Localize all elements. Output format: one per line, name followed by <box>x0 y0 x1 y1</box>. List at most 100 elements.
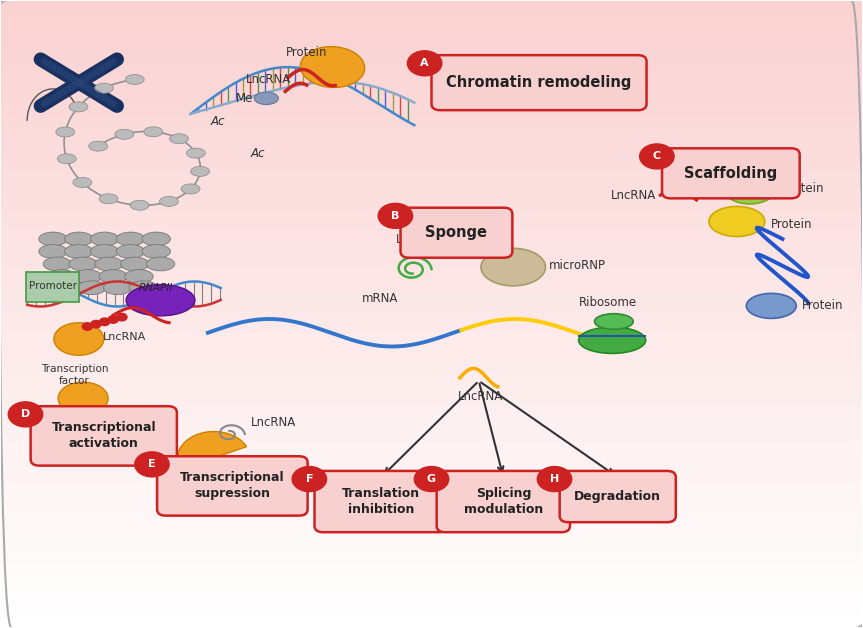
Bar <box>2 86 861 89</box>
FancyBboxPatch shape <box>560 471 676 522</box>
Text: LncRNA: LncRNA <box>103 332 146 342</box>
Ellipse shape <box>65 232 93 246</box>
Bar <box>2 195 861 198</box>
Bar <box>2 242 861 245</box>
Bar <box>2 602 861 605</box>
Text: E: E <box>148 459 155 469</box>
Bar <box>2 51 861 55</box>
Bar <box>2 486 861 489</box>
Bar <box>2 220 861 224</box>
Bar <box>2 611 861 614</box>
Bar <box>2 505 861 508</box>
Text: Transcriptional
supression: Transcriptional supression <box>180 472 285 501</box>
Ellipse shape <box>142 232 170 246</box>
Bar <box>2 214 861 217</box>
Bar <box>2 439 861 442</box>
Bar <box>2 592 861 595</box>
Bar <box>2 436 861 439</box>
Bar <box>2 521 861 524</box>
Text: Protein: Protein <box>286 46 328 59</box>
Ellipse shape <box>99 269 128 283</box>
Ellipse shape <box>147 257 174 271</box>
Bar <box>2 73 861 77</box>
Ellipse shape <box>126 284 195 316</box>
Bar <box>2 489 861 492</box>
Bar <box>2 526 861 529</box>
Bar <box>2 95 861 99</box>
Bar <box>2 151 861 154</box>
Ellipse shape <box>121 257 149 271</box>
Bar <box>2 158 861 161</box>
Bar <box>2 401 861 404</box>
Ellipse shape <box>95 257 123 271</box>
Ellipse shape <box>54 323 104 355</box>
Ellipse shape <box>181 184 200 194</box>
Ellipse shape <box>724 174 776 204</box>
Ellipse shape <box>69 257 98 271</box>
Bar <box>2 202 861 205</box>
Bar <box>2 8 861 11</box>
Text: LncRNA: LncRNA <box>396 234 441 246</box>
Ellipse shape <box>117 244 145 258</box>
Bar <box>2 392 861 395</box>
Bar <box>2 511 861 514</box>
Circle shape <box>82 323 92 330</box>
Ellipse shape <box>255 92 279 104</box>
Bar <box>2 117 861 120</box>
Bar <box>2 180 861 183</box>
Bar <box>2 455 861 458</box>
Ellipse shape <box>115 129 134 139</box>
Bar <box>2 254 861 257</box>
Bar <box>2 371 861 374</box>
Bar <box>2 361 861 364</box>
Bar <box>2 336 861 339</box>
Ellipse shape <box>129 281 158 295</box>
Ellipse shape <box>481 248 545 286</box>
Bar <box>2 561 861 564</box>
Bar <box>2 142 861 145</box>
Bar <box>2 11 861 14</box>
Bar <box>2 30 861 33</box>
Ellipse shape <box>160 197 179 207</box>
Bar <box>2 364 861 367</box>
Bar <box>2 164 861 167</box>
Bar <box>2 548 861 551</box>
Ellipse shape <box>578 327 646 354</box>
Text: Translation
inhibition: Translation inhibition <box>342 487 420 516</box>
Bar <box>2 264 861 267</box>
Bar <box>2 480 861 483</box>
Bar <box>2 573 861 577</box>
Ellipse shape <box>595 314 633 329</box>
Bar <box>2 64 861 67</box>
Bar <box>2 283 861 286</box>
Bar <box>2 48 861 51</box>
Bar <box>2 301 861 305</box>
Bar <box>2 386 861 389</box>
Text: C: C <box>652 151 661 161</box>
Ellipse shape <box>91 232 119 246</box>
Wedge shape <box>178 431 247 484</box>
Text: H: H <box>550 474 559 484</box>
Bar <box>2 279 861 283</box>
Ellipse shape <box>52 281 80 295</box>
Bar <box>2 89 861 92</box>
Bar <box>2 542 861 545</box>
Bar <box>2 620 861 624</box>
Bar <box>2 514 861 517</box>
Bar <box>2 330 861 333</box>
Bar <box>2 239 861 242</box>
Bar <box>2 236 861 239</box>
Bar <box>2 251 861 254</box>
Ellipse shape <box>300 46 365 87</box>
Bar <box>2 248 861 251</box>
Bar <box>2 77 861 80</box>
Text: Me: Me <box>236 92 254 105</box>
Bar <box>2 189 861 192</box>
Text: G: G <box>427 474 436 484</box>
Circle shape <box>293 467 326 492</box>
Bar <box>2 367 861 371</box>
Bar <box>2 261 861 264</box>
Bar <box>2 411 861 414</box>
Bar <box>2 148 861 151</box>
Bar <box>2 104 861 107</box>
